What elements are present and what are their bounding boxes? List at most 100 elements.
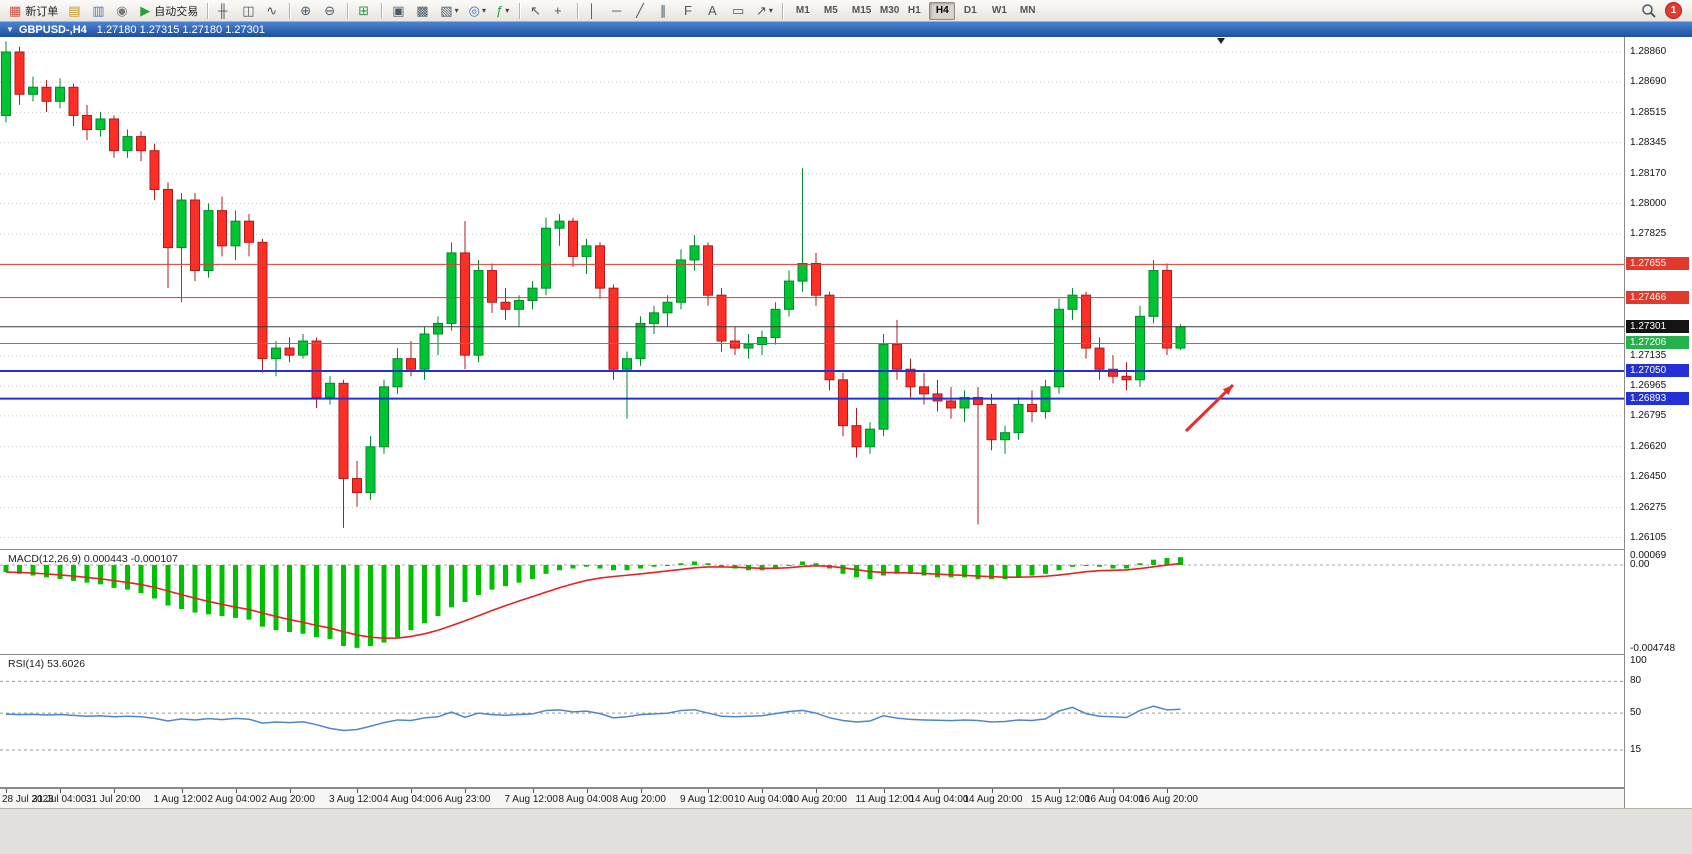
toolbar-buttons: ▦ 新订单 ▤ ▥ ◉ ▶ 自动交易 ╫ ◫ ∿ ⊕ ⊖ ⊞ ▣ ▩ ▧ ▾ ◎ ▾ ƒ ▾ ↖ + │ ─ ╱ ∥ F A ▭ ↗ ▾ (4, 0, 788, 22)
collapse-arrow-icon[interactable]: ▼ (6, 25, 14, 34)
candle (1108, 368, 1118, 377)
time-label: 8 Aug 20:00 (612, 794, 666, 805)
chart-shift-marker-icon[interactable] (1217, 38, 1225, 44)
candle (109, 118, 119, 152)
time-tick (60, 789, 61, 793)
macd-bar (152, 564, 157, 599)
time-tick (816, 789, 817, 793)
market-watch-icon[interactable]: ▤ (64, 1, 86, 21)
vertical-line-icon[interactable]: │ (584, 1, 606, 21)
macd-bar (71, 564, 76, 581)
time-axis[interactable]: 28 Jul 2023 31 Jul 04:00 31 Jul 20:00 1 Aug… (0, 788, 1624, 808)
bar-chart-icon[interactable]: ╫ (214, 1, 236, 21)
tile-windows-icon[interactable]: ⊞ (354, 1, 376, 21)
new-order-button[interactable]: ▦ 新订单 (5, 1, 62, 21)
trendline-icon[interactable]: ╱ (632, 1, 654, 21)
timeframe-mn[interactable]: MN (1013, 2, 1039, 20)
macd-bar (921, 564, 927, 576)
timeframe-m15[interactable]: M15 (845, 2, 871, 20)
text-icon[interactable]: A (704, 1, 726, 21)
candle (838, 379, 848, 427)
macd-bar (1056, 564, 1062, 571)
candle (217, 210, 227, 247)
shapes-icon[interactable]: ↗ ▾ (752, 1, 777, 21)
pane-divider[interactable] (0, 787, 1692, 788)
macd-bar (1151, 559, 1156, 565)
candle (55, 86, 65, 102)
macd-bar (948, 564, 954, 578)
timeframe-h4[interactable]: H4 (928, 1, 955, 20)
notification-badge[interactable]: 1 (1665, 2, 1682, 19)
macd-panel[interactable] (0, 550, 1624, 654)
line-chart-icon[interactable]: ∿ (262, 1, 284, 21)
candle (298, 340, 308, 356)
macd-bar (381, 564, 387, 643)
timeframe-h1[interactable]: H1 (901, 2, 927, 20)
rsi-panel[interactable] (0, 655, 1624, 787)
macd-bar (57, 564, 63, 580)
label-icon: ▭ (731, 2, 745, 18)
macd-bar (3, 564, 9, 573)
macd-bar (557, 564, 562, 571)
pane-divider[interactable] (0, 549, 1692, 550)
toolbar-separator (576, 2, 579, 19)
cascade-windows-icon[interactable]: ▣ (388, 1, 410, 21)
indicators-icon[interactable]: ƒ ▾ (492, 1, 514, 21)
macd-bar (584, 564, 589, 567)
macd-bar (665, 564, 670, 566)
macd-bar (840, 564, 846, 574)
chart-window-titlebar[interactable]: ▼ GBPUSD-,H4 1.27180 1.27315 1.27180 1.2… (0, 22, 1692, 37)
terminal-icon[interactable]: ◉ (112, 1, 134, 21)
macd-bar (273, 564, 279, 631)
crosshair-icon[interactable]: + (550, 1, 572, 21)
macd-bar (422, 564, 427, 624)
macd-bar (260, 564, 265, 627)
fibonacci-icon: F (683, 2, 692, 18)
autotrading-button[interactable]: ▶ 自动交易 (136, 1, 202, 21)
candle (541, 227, 551, 289)
search-icon[interactable] (1641, 3, 1657, 19)
price-chart[interactable] (0, 37, 1624, 549)
time-tick (411, 789, 412, 793)
zoom-out-icon[interactable]: ⊖ (320, 1, 342, 21)
time-tick (235, 789, 237, 793)
candle (271, 347, 281, 360)
timeframe-w1[interactable]: W1 (985, 2, 1011, 20)
fibonacci-icon[interactable]: F (680, 1, 702, 21)
candle (460, 252, 470, 356)
zoom-in-icon[interactable]: ⊕ (296, 1, 318, 21)
time-label: 14 Aug 20:00 (963, 794, 1023, 805)
profiles-icon: ◎ (468, 2, 480, 18)
new-chart-icon[interactable]: ▧ ▾ (436, 1, 462, 21)
macd-bar (125, 564, 130, 590)
timeframe-m1[interactable]: M1 (789, 2, 815, 20)
cursor-icon[interactable]: ↖ (526, 1, 548, 21)
arrange-windows-icon[interactable]: ▩ (412, 1, 434, 21)
candle (676, 259, 686, 303)
autotrading-icon: ▶ (140, 2, 151, 18)
pane-divider[interactable] (0, 654, 1692, 655)
indicators-icon: ƒ (495, 2, 504, 18)
toolbar: ▦ 新订单 ▤ ▥ ◉ ▶ 自动交易 ╫ ◫ ∿ ⊕ ⊖ ⊞ ▣ ▩ ▧ ▾ ◎ ▾ ƒ ▾ ↖ + │ ─ ╱ ∥ F A ▭ ↗ ▾ M1… (0, 0, 1692, 22)
macd-bar (84, 564, 90, 583)
channel-icon[interactable]: ∥ (656, 1, 678, 21)
navigator-icon[interactable]: ▥ (88, 1, 110, 21)
candle (406, 358, 416, 370)
label-icon[interactable]: ▭ (728, 1, 750, 21)
macd-bar (1137, 563, 1143, 565)
timeframe-m5[interactable]: M5 (817, 2, 843, 20)
macd-bar (219, 564, 225, 617)
arrow-annotation[interactable] (1184, 383, 1235, 433)
macd-bar (30, 564, 36, 576)
profiles-icon[interactable]: ◎ ▾ (465, 1, 490, 21)
timeframe-m30[interactable]: M30 (873, 2, 899, 20)
price-axis[interactable]: 1.28860 1.28690 1.28515 1.28345 1.28170 1.280… (1624, 37, 1692, 808)
candlestick-chart-icon[interactable]: ◫ (238, 1, 260, 21)
timeframe-d1[interactable]: D1 (957, 2, 983, 20)
macd-bar (624, 564, 630, 571)
price-axis-label: 1.27135 (1630, 350, 1667, 361)
arrow-annotation-head[interactable] (1222, 385, 1233, 396)
horizontal-line-icon[interactable]: ─ (608, 1, 630, 21)
candle (581, 245, 592, 257)
macd-bar (300, 564, 306, 634)
